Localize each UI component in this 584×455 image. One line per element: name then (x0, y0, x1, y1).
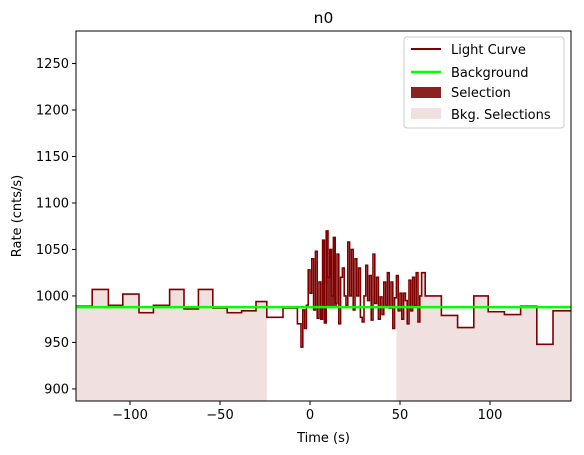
bkg-selections-layer (76, 272, 571, 401)
y-tick-label: 1100 (36, 196, 69, 211)
chart-title: n0 (314, 9, 334, 27)
legend-box (403, 36, 565, 129)
legend-light-curve-label: Light Curve (451, 43, 526, 58)
legend-selection-swatch (411, 87, 441, 98)
bkg-selection-region-1 (76, 289, 267, 401)
y-tick-label: 1250 (36, 57, 69, 72)
light-curve-line (76, 230, 571, 348)
x-tick-label: 50 (392, 408, 409, 423)
legend-bkg-selections-swatch (411, 108, 441, 119)
x-tick-label: −50 (206, 408, 233, 423)
x-tick-label: 100 (478, 408, 503, 423)
y-tick-label: 950 (44, 336, 69, 351)
x-tick-label: 0 (306, 408, 314, 423)
y-axis-label: Rate (cnts/s) (10, 175, 25, 258)
selection-layer (320, 230, 337, 323)
selection-region (320, 230, 337, 323)
y-tick-label: 1050 (36, 243, 69, 258)
legend-background-label: Background (451, 66, 529, 81)
legend-bkg-selections-label: Bkg. Selections (451, 108, 551, 123)
plot-frame (75, 30, 572, 402)
bkg-selection-region-2 (396, 272, 571, 401)
y-tick-label: 1200 (36, 104, 69, 119)
x-axis-label: Time (s) (296, 431, 350, 446)
y-tick-label: 900 (44, 382, 69, 397)
x-axis-ticks: −100 −50 0 50 100 (112, 401, 502, 423)
y-axis-ticks: 900 950 1000 1050 1100 1150 1200 1250 (36, 57, 76, 397)
y-tick-label: 1150 (36, 150, 69, 165)
legend-selection-label: Selection (451, 86, 511, 101)
light-curve-layer (76, 230, 571, 348)
y-tick-label: 1000 (36, 289, 69, 304)
x-tick-label: −100 (112, 408, 148, 423)
legend: Light Curve Background Selection Bkg. Se… (403, 36, 565, 129)
